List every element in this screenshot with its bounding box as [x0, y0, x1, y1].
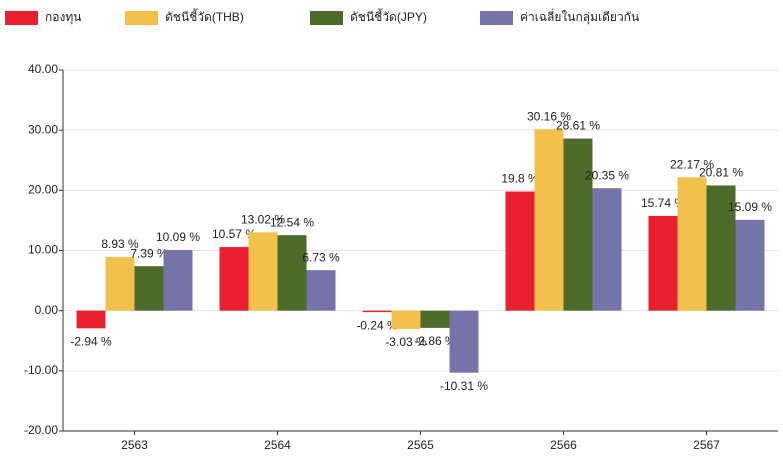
- bar: [105, 256, 135, 311]
- y-tick-label: 30.00: [28, 122, 58, 136]
- value-label: 7.39 %: [130, 246, 168, 260]
- x-tick-label: 2563: [121, 438, 148, 452]
- bar: [449, 310, 479, 373]
- bar: [362, 310, 392, 313]
- value-label: 15.74 %: [641, 196, 685, 210]
- y-tick-label: 10.00: [28, 243, 58, 257]
- bar: [391, 310, 421, 329]
- legend-swatch: [480, 11, 513, 25]
- bar: [592, 188, 622, 311]
- bar: [248, 232, 278, 311]
- y-tick-label: -20.00: [24, 423, 58, 437]
- legend-swatch: [310, 11, 343, 25]
- value-label: -0.24 %: [356, 318, 398, 332]
- x-tick-label: 2566: [550, 438, 577, 452]
- value-label: -2.94 %: [70, 335, 112, 349]
- bar: [706, 185, 736, 311]
- bar: [134, 266, 164, 311]
- legend-swatch: [5, 11, 38, 25]
- bar: [505, 191, 535, 311]
- y-tick-label: -10.00: [24, 363, 58, 377]
- value-label: 12.54 %: [270, 215, 314, 229]
- bar: [163, 249, 193, 311]
- bar: [735, 219, 765, 311]
- value-label: -10.31 %: [440, 379, 488, 393]
- value-label: 15.09 %: [728, 200, 772, 214]
- bar: [306, 270, 336, 311]
- bar: [648, 215, 678, 311]
- bar: [219, 247, 249, 311]
- value-label: -3.03 %: [385, 335, 427, 349]
- bar: [76, 310, 106, 329]
- legend-label: ดัชนีชี้วัด(JPY): [350, 8, 427, 24]
- bar: [420, 310, 450, 328]
- value-label: -2.86 %: [414, 334, 456, 348]
- value-label: 8.93 %: [101, 237, 139, 251]
- value-label: 20.35 %: [585, 168, 629, 182]
- bar: [277, 235, 307, 311]
- y-tick-label: 40.00: [28, 62, 58, 76]
- value-label: 10.57 %: [212, 227, 256, 241]
- value-label: 13.02 %: [241, 213, 285, 227]
- legend-label: ค่าเฉลี่ยในกลุ่มเดียวกัน: [520, 8, 639, 25]
- y-tick-label: 20.00: [28, 183, 58, 197]
- legend-swatch: [125, 11, 158, 25]
- legend-label: กองทุน: [45, 10, 81, 25]
- x-tick-label: 2565: [407, 438, 434, 452]
- x-tick-label: 2567: [693, 438, 720, 452]
- legend-label: ดัชนีชี้วัด(THB): [165, 8, 244, 24]
- value-label: 30.16 %: [527, 109, 571, 123]
- bar: [563, 138, 593, 311]
- value-label: 6.73 %: [302, 250, 340, 264]
- value-label: 28.61 %: [556, 119, 600, 133]
- bar: [677, 177, 707, 311]
- bar: [534, 129, 564, 311]
- value-label: 20.81 %: [699, 166, 743, 180]
- y-tick-label: 0.00: [35, 303, 59, 317]
- value-label: 10.09 %: [156, 230, 200, 244]
- value-label: 19.8 %: [501, 172, 539, 186]
- value-label: 22.17 %: [670, 157, 714, 171]
- x-tick-label: 2564: [264, 438, 291, 452]
